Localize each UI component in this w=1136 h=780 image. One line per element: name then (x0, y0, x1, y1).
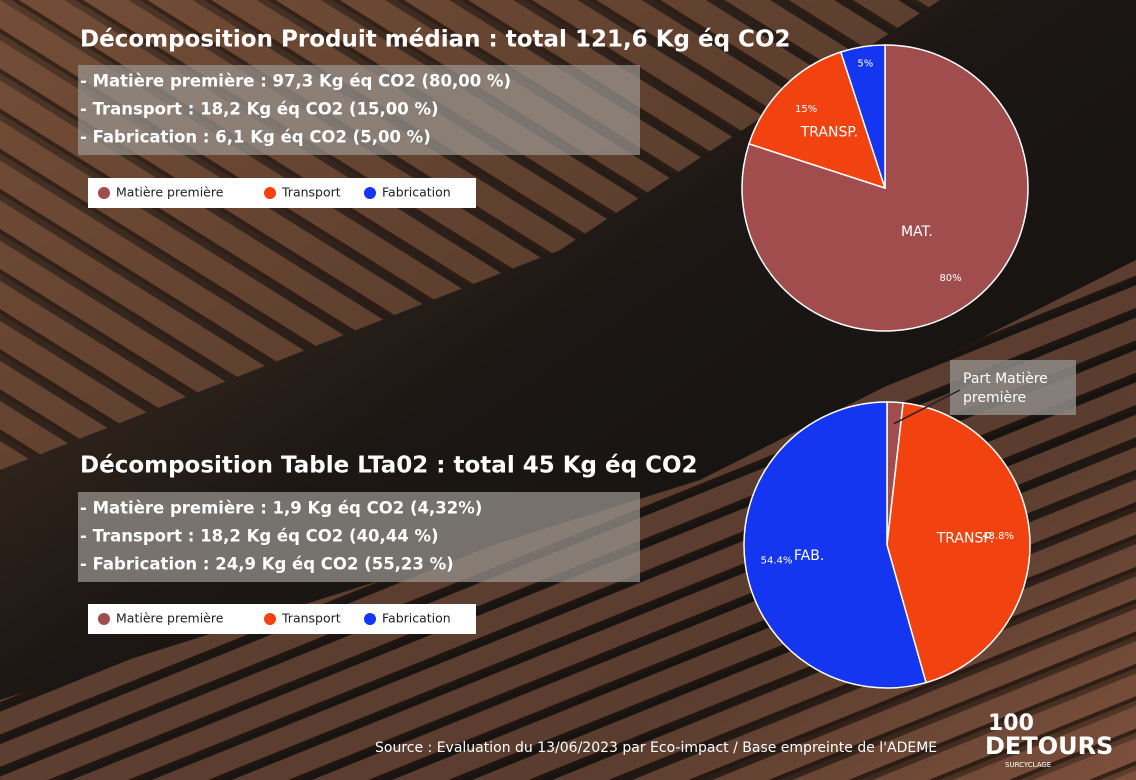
detail-line: - Matière première : 97,3 Kg éq CO2 (80,… (80, 72, 511, 91)
legend-swatch (264, 613, 276, 625)
logo-tagline: SURCYCLAGE (1005, 761, 1051, 769)
detail-line: - Matière première : 1,9 Kg éq CO2 (4,32… (80, 499, 482, 518)
legend-swatch (264, 187, 276, 199)
legend-label: Fabrication (382, 185, 451, 200)
logo-name: DETOURS (985, 732, 1113, 760)
legend-swatch (98, 613, 110, 625)
value-label: 80% (939, 273, 961, 284)
slice-label: FAB. (794, 548, 824, 564)
legend-swatch (98, 187, 110, 199)
infographic: Décomposition Produit médian : total 121… (0, 0, 1136, 780)
value-label: 5% (857, 59, 873, 70)
annotation: Part Matière (963, 371, 1048, 387)
legend-label: Fabrication (382, 611, 451, 626)
legend-swatch (364, 613, 376, 625)
annotation-box (950, 360, 1076, 415)
annotation: première (963, 390, 1026, 406)
slice-label: TRANSP. (936, 531, 994, 547)
chart-title: Décomposition Produit médian : total 121… (80, 27, 791, 53)
chart-title: Décomposition Table LTa02 : total 45 Kg … (80, 453, 698, 479)
detail-line: - Transport : 18,2 Kg éq CO2 (40,44 %) (80, 527, 439, 546)
source: Source : Evaluation du 13/06/2023 par Ec… (375, 740, 937, 756)
legend-label: Transport (281, 611, 341, 626)
slice-label: TRANSP. (800, 124, 858, 140)
detail-line: - Fabrication : 6,1 Kg éq CO2 (5,00 %) (80, 128, 431, 147)
legend-label: Matière première (116, 611, 224, 626)
slice-label: MAT. (901, 224, 933, 240)
legend-label: Transport (281, 185, 341, 200)
detail-line: - Fabrication : 24,9 Kg éq CO2 (55,23 %) (80, 555, 454, 574)
legend-swatch (364, 187, 376, 199)
value-label: 54.4% (761, 555, 793, 566)
value-label: 15% (795, 104, 817, 115)
detail-line: - Transport : 18,2 Kg éq CO2 (15,00 %) (80, 100, 439, 119)
legend-label: Matière première (116, 185, 224, 200)
